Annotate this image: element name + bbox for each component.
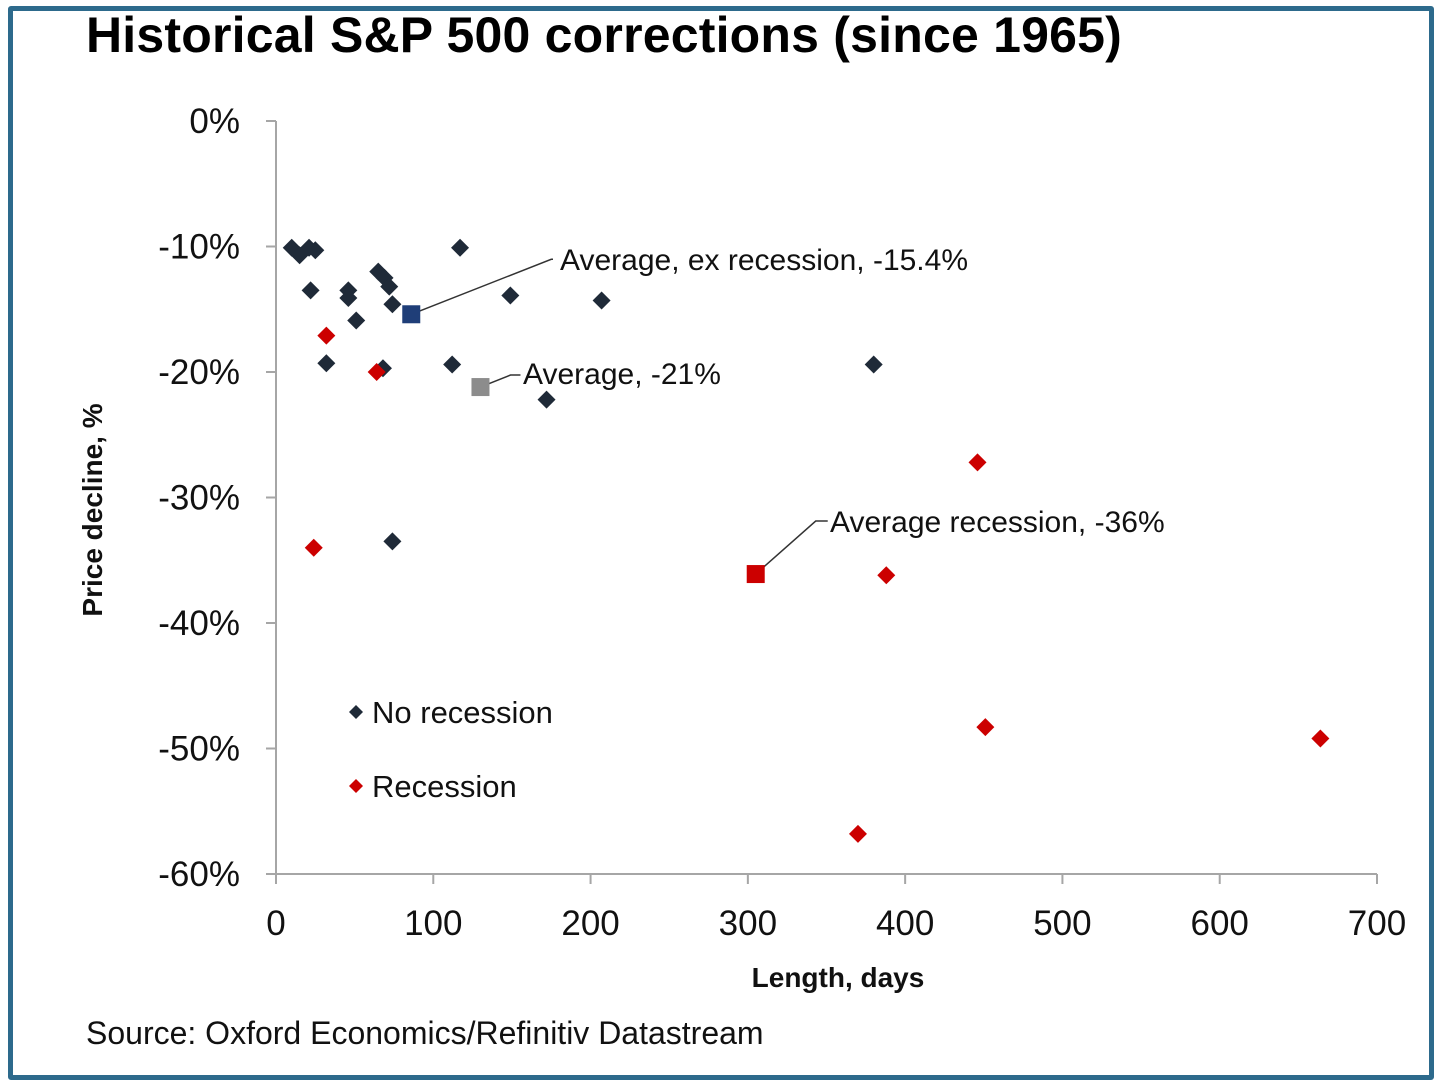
point-recession: [877, 566, 896, 585]
point-no-recession: [339, 288, 358, 307]
point-no-recession: [347, 311, 366, 330]
x-tick-label: 400: [876, 904, 934, 943]
point-no-recession: [383, 295, 402, 314]
y-tick-label: 0%: [189, 102, 240, 141]
point-recession: [304, 538, 323, 557]
point-recession: [968, 453, 987, 472]
annotation-label: Average, -21%: [523, 358, 721, 391]
x-tick-label: 200: [561, 904, 619, 943]
x-axis-title: Length, days: [752, 962, 925, 993]
average-marker: [402, 305, 421, 324]
y-tick-label: -60%: [158, 855, 240, 894]
point-no-recession: [383, 532, 402, 551]
point-no-recession: [301, 281, 320, 300]
annotation-leaders: [410, 258, 828, 575]
y-axis-title: Price decline, %: [77, 403, 108, 616]
x-tick-label: 600: [1191, 904, 1249, 943]
y-tick-label: -10%: [158, 228, 240, 267]
x-tick-label: 0: [266, 904, 285, 943]
point-recession: [317, 326, 336, 345]
legend-label-no-recession: No recession: [372, 695, 553, 730]
y-tick-label: -50%: [158, 730, 240, 769]
point-no-recession: [501, 286, 520, 305]
average-markers: [402, 305, 765, 584]
point-no-recession: [451, 238, 470, 257]
point-recession: [848, 824, 867, 843]
point-no-recession: [380, 277, 399, 296]
annotation-label: Average recession, -36%: [830, 506, 1165, 539]
average-marker: [746, 565, 765, 584]
annotation-labels: Average, ex recession, -15.4% Average, -2…: [523, 244, 1165, 539]
legend: No recession Recession: [349, 695, 553, 804]
data-points: [282, 238, 1330, 843]
chart-frame: [8, 6, 1434, 1080]
point-recession: [1311, 729, 1330, 748]
point-no-recession: [306, 241, 325, 260]
point-recession: [976, 718, 995, 737]
point-no-recession: [592, 291, 611, 310]
annotation-leader-line: [480, 374, 521, 388]
point-no-recession: [317, 354, 336, 373]
y-tick-label: -30%: [158, 479, 240, 518]
x-tick-label: 500: [1033, 904, 1091, 943]
point-no-recession: [443, 355, 462, 374]
chart-title: Historical S&P 500 corrections (since 19…: [86, 7, 1122, 63]
x-tick-label: 700: [1348, 904, 1406, 943]
source-note: Source: Oxford Economics/Refinitiv Datas…: [86, 1015, 764, 1051]
x-tick-label: 100: [404, 904, 462, 943]
legend-marker-recession: [349, 779, 363, 793]
y-tick-label: -40%: [158, 604, 240, 643]
annotation-label: Average, ex recession, -15.4%: [560, 244, 968, 277]
annotation-leader-line: [755, 520, 828, 575]
y-axis-ticks: 0% -10% -20% -30% -40% -50% -60%: [158, 102, 276, 894]
axes: [266, 121, 1377, 875]
y-tick-label: -20%: [158, 353, 240, 392]
point-no-recession: [864, 355, 883, 374]
point-recession: [367, 363, 386, 381]
annotation-leader-line: [410, 258, 553, 315]
legend-marker-no-recession: [349, 705, 363, 719]
x-tick-label: 300: [719, 904, 777, 943]
x-axis-ticks: 0 100 200 300 400 500 600 700: [266, 874, 1406, 943]
legend-label-recession: Recession: [372, 769, 517, 804]
average-marker: [471, 378, 490, 397]
point-no-recession: [537, 390, 556, 409]
